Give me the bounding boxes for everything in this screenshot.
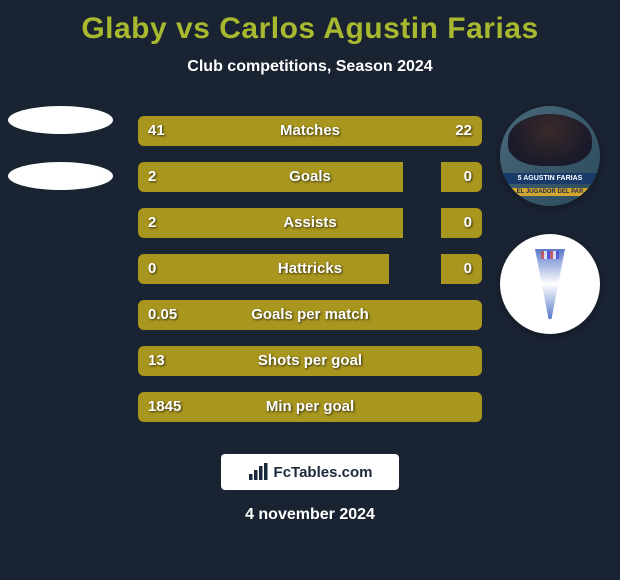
stat-label: Goals per match bbox=[138, 300, 482, 330]
stat-value-left: 1845 bbox=[148, 392, 181, 422]
player1-avatars bbox=[8, 106, 113, 218]
stat-label: Min per goal bbox=[138, 392, 482, 422]
page-title: Glaby vs Carlos Agustin Farias bbox=[0, 0, 620, 46]
player2-club-badge bbox=[500, 234, 600, 334]
stat-label: Matches bbox=[138, 116, 482, 146]
stat-row: Assists2 0 bbox=[138, 208, 482, 238]
stat-value-left: 2 bbox=[148, 162, 156, 192]
stat-label: Shots per goal bbox=[138, 346, 482, 376]
stat-label: Goals bbox=[138, 162, 482, 192]
stat-value-left: 0.05 bbox=[148, 300, 177, 330]
player2-banner-sub: EL JUGADOR DEL PAR bbox=[500, 188, 600, 196]
chart-bars-icon bbox=[248, 463, 268, 481]
footer-logo: FcTables.com bbox=[221, 454, 399, 490]
stat-value-left: 0 bbox=[148, 254, 156, 284]
stat-label: Hattricks bbox=[138, 254, 482, 284]
stat-row: Hattricks0 0 bbox=[138, 254, 482, 284]
player2-banner-name: 5 AGUSTIN FARIAS bbox=[500, 173, 600, 184]
stat-value-left: 2 bbox=[148, 208, 156, 238]
stat-value-left: 13 bbox=[148, 346, 165, 376]
footer-brand-text: FcTables.com bbox=[274, 464, 373, 481]
stat-row: Matches41 22 bbox=[138, 116, 482, 146]
stat-row: Shots per goal13 bbox=[138, 346, 482, 376]
player2-avatar: 5 AGUSTIN FARIAS EL JUGADOR DEL PAR bbox=[500, 106, 600, 206]
player1-avatar-placeholder bbox=[8, 106, 113, 134]
player2-avatars: 5 AGUSTIN FARIAS EL JUGADOR DEL PAR bbox=[500, 106, 600, 362]
stat-value-right: 0 bbox=[464, 162, 472, 192]
stat-row: Min per goal1845 bbox=[138, 392, 482, 422]
comparison-area: 5 AGUSTIN FARIAS EL JUGADOR DEL PAR Matc… bbox=[0, 106, 620, 436]
stat-value-right: 0 bbox=[464, 208, 472, 238]
stat-value-right: 22 bbox=[455, 116, 472, 146]
stat-value-left: 41 bbox=[148, 116, 165, 146]
stat-row: Goals2 0 bbox=[138, 162, 482, 192]
subtitle: Club competitions, Season 2024 bbox=[0, 58, 620, 76]
date-text: 4 november 2024 bbox=[0, 506, 620, 524]
stat-value-right: 0 bbox=[464, 254, 472, 284]
stats-bars: Matches4122Goals20Assists20Hattricks00Go… bbox=[138, 116, 482, 438]
stat-row: Goals per match0.05 bbox=[138, 300, 482, 330]
player1-club-placeholder bbox=[8, 162, 113, 190]
club-pennant-icon bbox=[535, 249, 565, 319]
stat-label: Assists bbox=[138, 208, 482, 238]
